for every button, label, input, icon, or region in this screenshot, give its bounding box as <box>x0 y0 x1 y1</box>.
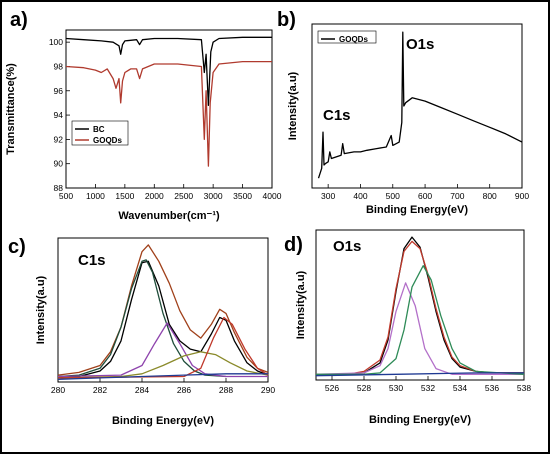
plot-frame <box>65 29 273 189</box>
y-tick-label: 100 <box>49 37 63 47</box>
x-tick-label: 532 <box>421 383 435 393</box>
series-line-3 <box>57 259 227 378</box>
y-tick-label: 94 <box>54 110 64 120</box>
legend-label: GOQDs <box>93 136 122 145</box>
series-line-1 <box>316 236 524 375</box>
series-line-7 <box>57 373 268 380</box>
series-line-1 <box>57 260 269 379</box>
y-axis-title: Transmittance(%) <box>5 63 17 155</box>
x-tick-label: 3000 <box>204 191 223 201</box>
x-tick-label: 900 <box>515 191 529 201</box>
y-tick-label: 90 <box>54 159 64 169</box>
x-tick-label: 530 <box>389 383 403 393</box>
series-line-goqds <box>317 31 523 179</box>
y-axis-title: Intensity(a.u) <box>35 275 47 344</box>
x-tick-label: 700 <box>450 191 464 201</box>
y-tick-label: 88 <box>54 183 64 193</box>
x-tick-label: 534 <box>453 383 467 393</box>
series-line-4 <box>316 265 525 375</box>
x-tick-label: 2500 <box>174 191 193 201</box>
x-tick-label: 536 <box>485 383 499 393</box>
x-tick-label: 600 <box>418 191 432 201</box>
plot-frame <box>311 23 523 189</box>
series-line-2 <box>57 244 269 376</box>
x-tick-label: 284 <box>135 385 149 395</box>
x-tick-label: 538 <box>517 383 531 393</box>
y-tick-label: 96 <box>54 86 64 96</box>
x-axis-title: Wavenumber(cm⁻¹) <box>118 210 220 222</box>
series-line-6 <box>57 316 269 379</box>
series-line-3 <box>315 282 524 375</box>
series-line-4 <box>57 322 268 378</box>
plot-frame <box>57 237 269 383</box>
peak-annotation: C1s <box>323 107 351 124</box>
chart-panel-3: c) 280 282 284 286 288 290 Binding Energy(eV) In… <box>8 236 275 427</box>
x-tick-label: 526 <box>325 383 339 393</box>
legend-box <box>317 30 377 44</box>
x-tick-label: 2000 <box>145 191 164 201</box>
peak-annotation: O1s <box>406 36 434 53</box>
panel-label: d) <box>284 234 303 256</box>
x-tick-label: 1000 <box>86 191 105 201</box>
panel-label: b) <box>277 9 296 31</box>
x-tick-label: 400 <box>353 191 367 201</box>
x-tick-label: 800 <box>483 191 497 201</box>
x-tick-label: 3500 <box>233 191 252 201</box>
x-axis-title: Binding Energy(eV) <box>369 414 471 426</box>
series-line-5 <box>315 372 524 377</box>
chart-panel-4: d) 526 528 530 532 534 536 538 Binding Energy(eV… <box>284 229 531 426</box>
series-line-bc <box>65 36 272 107</box>
y-tick-label: 98 <box>54 61 64 71</box>
chart-panel-2: b) 300 400 500 600 700 800 900 Binding Energy(eV… <box>277 9 529 216</box>
series-line-2 <box>316 240 524 375</box>
x-tick-label: 288 <box>219 385 233 395</box>
x-tick-label: 528 <box>357 383 371 393</box>
y-axis-title: Intensity(a.u) <box>287 71 299 140</box>
peak-annotation: C1s <box>78 252 106 269</box>
y-tick-label: 92 <box>54 134 64 144</box>
x-tick-label: 1500 <box>115 191 134 201</box>
chart-panel-1: a) 500 1000 1500 2000 2500 3000 3500 4000 88 90 92 9… <box>5 9 282 222</box>
x-tick-label: 4000 <box>263 191 282 201</box>
x-axis-title: Binding Energy(eV) <box>366 204 468 216</box>
panel-label: c) <box>8 236 26 258</box>
x-tick-label: 300 <box>321 191 335 201</box>
series-line-5 <box>57 351 269 379</box>
x-axis-title: Binding Energy(eV) <box>112 415 214 427</box>
x-tick-label: 500 <box>59 191 73 201</box>
legend-box <box>71 120 129 146</box>
panel-label: a) <box>10 9 28 31</box>
x-tick-label: 282 <box>93 385 107 395</box>
plot-frame <box>315 229 525 381</box>
x-tick-label: 280 <box>51 385 65 395</box>
peak-annotation: O1s <box>333 238 361 255</box>
series-line-goqds <box>65 60 272 167</box>
y-axis-title: Intensity(a.u) <box>295 270 307 339</box>
legend-label: GOQDs <box>339 35 368 44</box>
x-tick-label: 500 <box>386 191 400 201</box>
x-tick-label: 286 <box>177 385 191 395</box>
x-tick-label: 290 <box>261 385 275 395</box>
legend-label: BC <box>93 125 105 134</box>
